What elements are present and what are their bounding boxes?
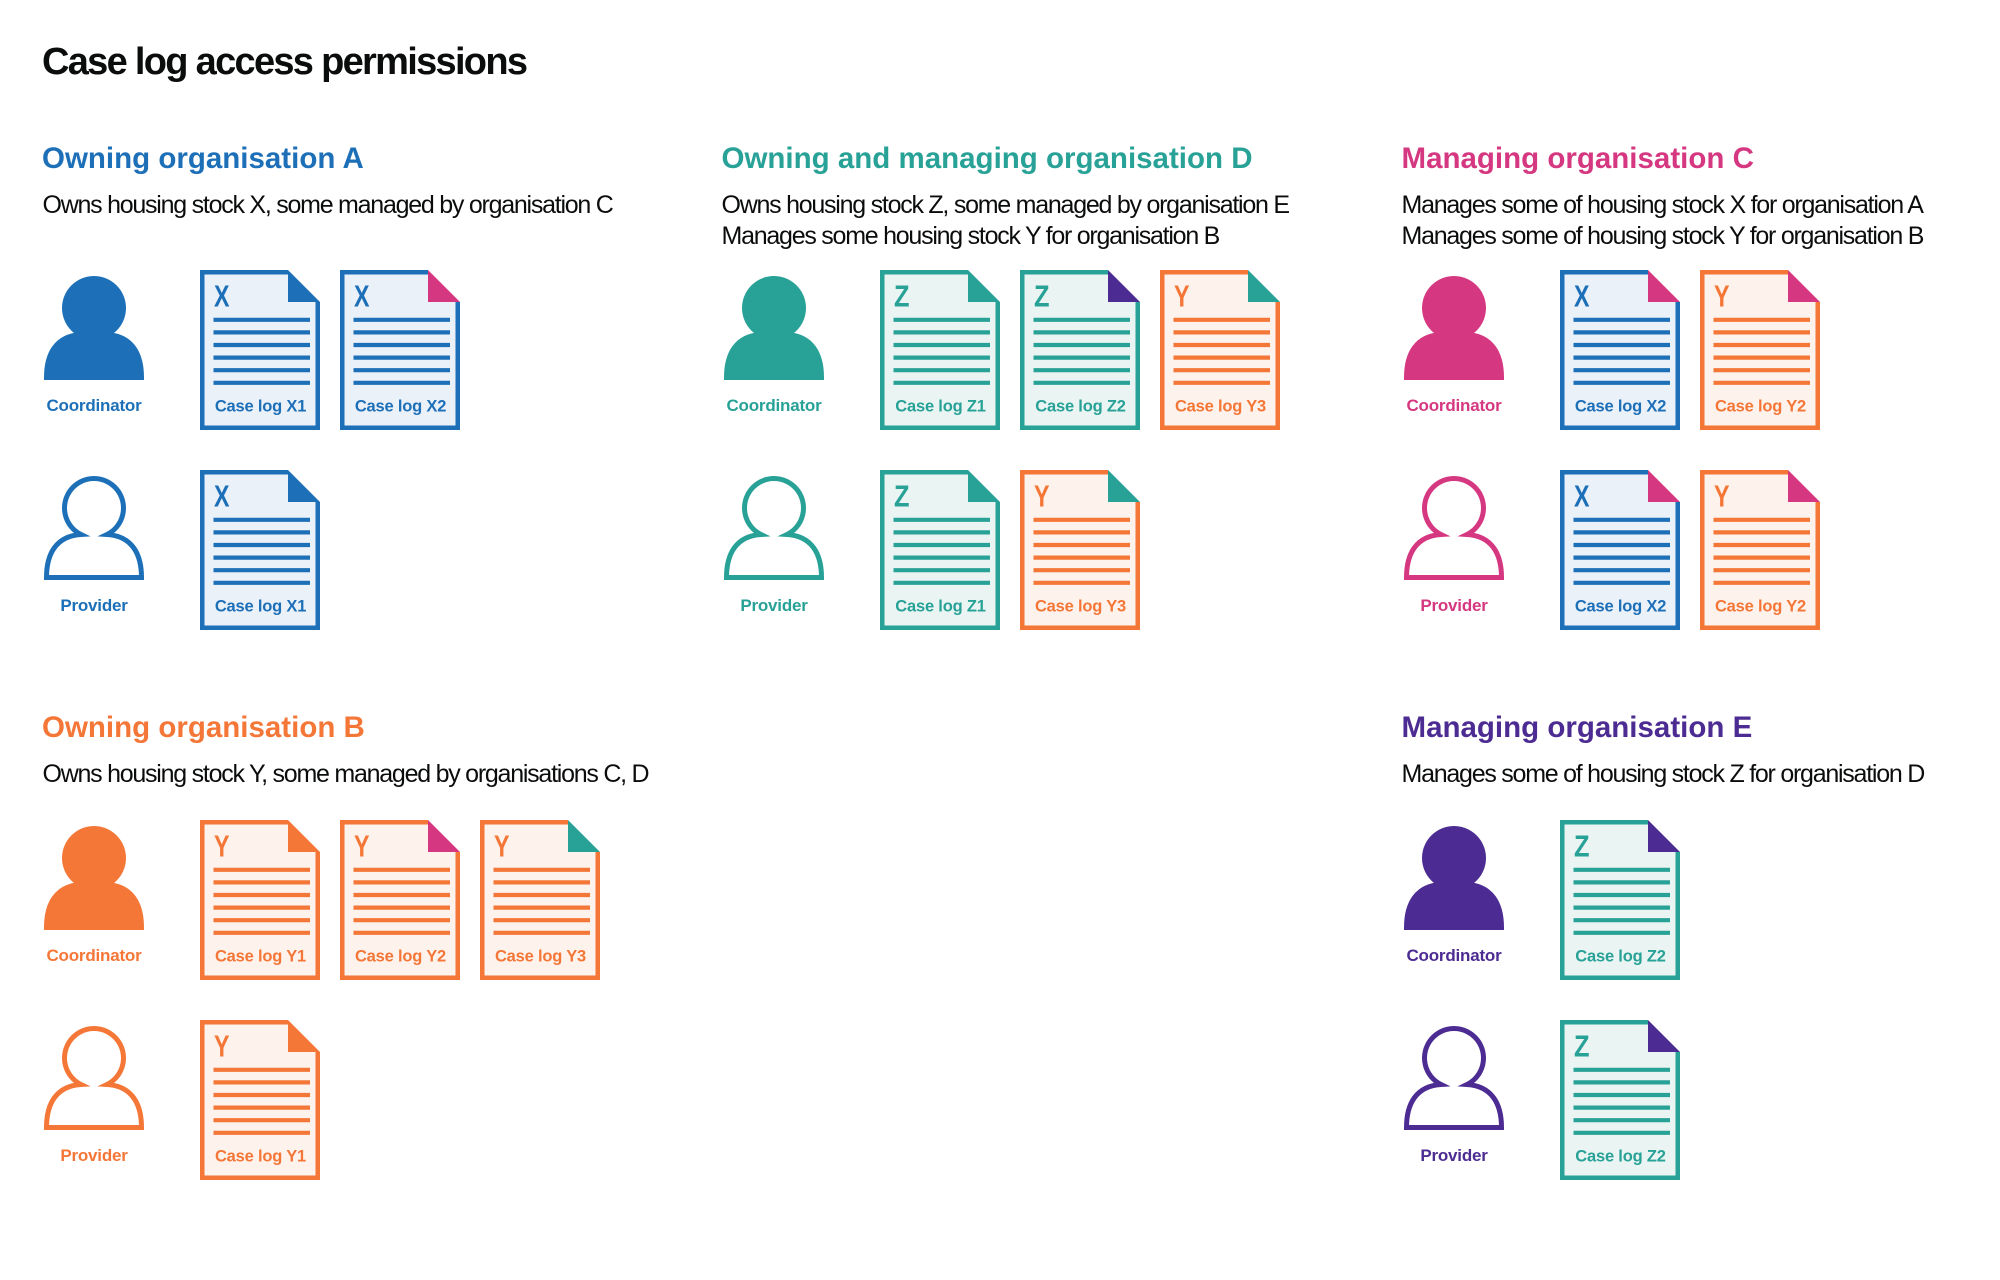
svg-text:Case log X2: Case log X2	[1575, 598, 1666, 616]
svg-text:Z: Z	[1034, 280, 1050, 314]
svg-text:Y: Y	[214, 830, 230, 864]
svg-text:Y: Y	[354, 830, 370, 864]
svg-text:Case log Z2: Case log Z2	[1035, 398, 1125, 416]
svg-text:Case log Y3: Case log Y3	[1035, 598, 1126, 616]
svg-text:Y: Y	[1174, 280, 1190, 314]
svg-text:Case log X1: Case log X1	[215, 398, 306, 416]
svg-text:X: X	[214, 480, 230, 514]
svg-text:Z: Z	[894, 480, 910, 514]
svg-text:X: X	[1574, 280, 1590, 314]
svg-text:Case log X2: Case log X2	[355, 398, 446, 416]
svg-text:Case log Y1: Case log Y1	[215, 948, 306, 966]
svg-text:Case log Y1: Case log Y1	[215, 1148, 306, 1166]
svg-text:Case log Z1: Case log Z1	[895, 598, 985, 616]
svg-text:Case log Y2: Case log Y2	[1715, 398, 1806, 416]
svg-text:X: X	[354, 280, 370, 314]
svg-text:Case log Y3: Case log Y3	[495, 948, 586, 966]
svg-text:Case log Y3: Case log Y3	[1175, 398, 1266, 416]
svg-text:Z: Z	[1574, 830, 1590, 864]
svg-text:Case log X1: Case log X1	[215, 598, 306, 616]
svg-text:Y: Y	[494, 830, 510, 864]
svg-text:Z: Z	[894, 280, 910, 314]
svg-text:Case log Z2: Case log Z2	[1575, 1148, 1665, 1166]
svg-text:Y: Y	[1714, 480, 1730, 514]
svg-text:X: X	[214, 280, 230, 314]
svg-text:Case log X2: Case log X2	[1575, 398, 1666, 416]
svg-text:Case log Y2: Case log Y2	[355, 948, 446, 966]
svg-text:Y: Y	[214, 1030, 230, 1064]
svg-text:Case log Z1: Case log Z1	[895, 398, 985, 416]
svg-text:Case log Y2: Case log Y2	[1715, 598, 1806, 616]
svg-text:Y: Y	[1034, 480, 1050, 514]
svg-text:Y: Y	[1714, 280, 1730, 314]
svg-text:Z: Z	[1574, 1030, 1590, 1064]
svg-text:X: X	[1574, 480, 1590, 514]
svg-text:Case log Z2: Case log Z2	[1575, 948, 1665, 966]
